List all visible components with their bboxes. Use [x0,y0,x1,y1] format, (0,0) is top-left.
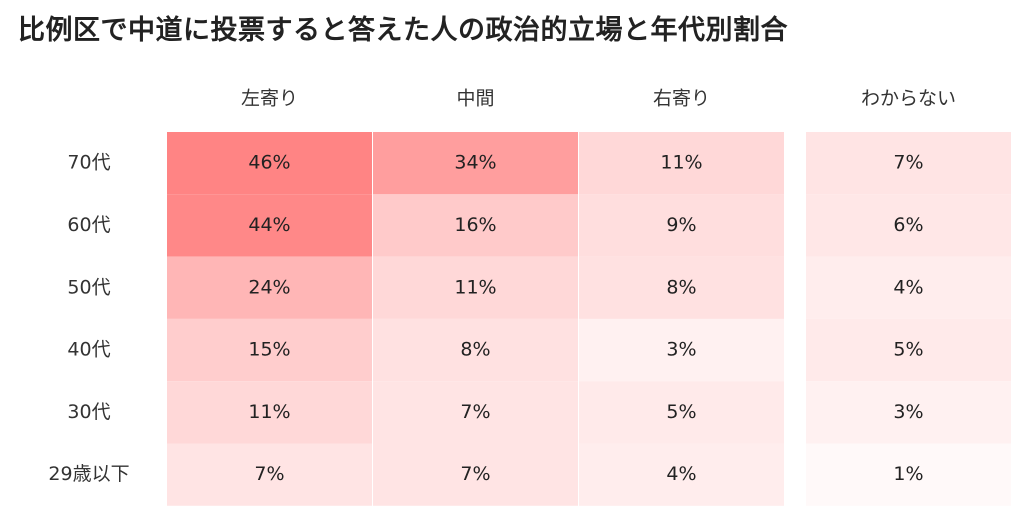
heatmap-cell [373,443,578,506]
column-headers: 左寄り 中間 右寄り わからない [241,88,956,110]
heatmap-cell [579,443,784,506]
heatmap-cell [167,443,372,506]
heatmap-cell [806,194,1011,257]
cell-value-label: 5% [666,401,696,423]
heatmap-cell [579,256,784,319]
column-header: わからない [861,88,956,110]
cell-value-label: 7% [893,152,923,174]
heatmap-cell [806,381,1011,444]
cell-value-label: 6% [893,214,923,236]
heatmap-cell [167,318,372,382]
heatmap-cell [806,256,1011,319]
cell-labels: 46% 34% 11% 7% 44% 16% 9% 6% 24% 11% 8% 4% 15% 8% 3% 5%… [248,152,923,486]
cell-value-label: 9% [666,214,696,236]
cell-value-label: 44% [248,214,290,236]
heatmap-cells [167,132,1011,506]
column-header: 右寄り [653,88,710,110]
heatmap-cell [167,256,372,319]
cell-value-label: 46% [248,152,290,174]
column-header: 左寄り [241,88,298,110]
row-header: 50代 [67,276,110,298]
cell-value-label: 7% [460,401,490,423]
heatmap-cell [167,132,372,195]
cell-value-label: 24% [248,276,290,298]
cell-value-label: 11% [454,276,496,298]
row-header: 60代 [67,214,110,236]
heatmap-cell [806,443,1011,506]
row-header: 40代 [67,339,110,361]
cell-value-label: 1% [893,463,923,485]
cell-value-label: 3% [893,401,923,423]
cell-value-label: 11% [248,401,290,423]
heatmap-cell [373,256,578,319]
heatmap-cell [579,194,784,257]
heatmap-cell [373,132,578,195]
heatmap-cell [579,132,784,195]
cell-value-label: 7% [460,463,490,485]
heatmap-cell [373,381,578,444]
row-headers: 70代 60代 50代 40代 30代 29歳以下 [48,152,129,486]
cell-value-label: 16% [454,214,496,236]
heatmap-cell [806,318,1011,382]
cell-value-label: 4% [893,276,923,298]
heatmap-cell [167,194,372,257]
cell-value-label: 3% [666,339,696,361]
heatmap-cell [579,318,784,382]
heatmap-cell [373,318,578,382]
cell-value-label: 5% [893,339,923,361]
cell-value-label: 8% [666,276,696,298]
row-header: 70代 [67,152,110,174]
cell-value-label: 8% [460,339,490,361]
heatmap-cell [579,381,784,444]
heatmap-cell [167,381,372,444]
chart-title: 比例区で中道に投票すると答えた人の政治的立場と年代別割合 [18,15,788,46]
cell-value-label: 15% [248,339,290,361]
heatmap-cell [373,194,578,257]
cell-value-label: 34% [454,152,496,174]
heatmap-cell [806,132,1011,195]
column-header: 中間 [456,88,494,110]
row-header: 30代 [67,401,110,423]
row-header: 29歳以下 [48,463,129,485]
cell-value-label: 11% [660,152,702,174]
cell-value-label: 7% [254,463,284,485]
cell-value-label: 4% [666,463,696,485]
